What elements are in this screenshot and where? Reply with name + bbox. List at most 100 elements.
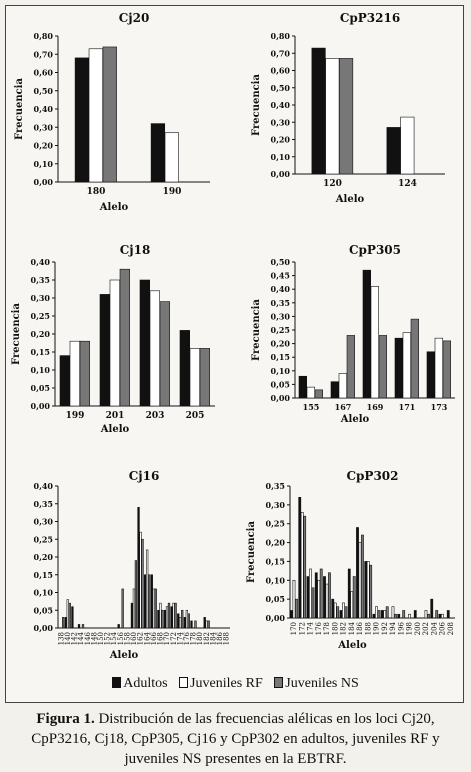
x-tick-label: 120 (323, 179, 342, 189)
x-tick-label: 166 (150, 631, 158, 645)
bar-adultos (183, 617, 187, 629)
y-tick-label: 0,50 (271, 257, 291, 267)
chart-title: CpP3216 (340, 11, 400, 25)
y-tick-label: 0,00 (266, 613, 286, 623)
x-tick-label: 170 (163, 632, 171, 645)
y-axis-label: Frecuencia (251, 299, 262, 361)
y-tick-label: 0,40 (31, 257, 51, 267)
x-tick-label: 142 (71, 632, 79, 645)
bar-juveniles-ns (336, 606, 340, 619)
x-tick-label: 200 (414, 622, 422, 635)
chart-title: Cj16 (129, 469, 160, 483)
bar-juveniles-rf (300, 512, 304, 619)
y-tick-label: 0,80 (34, 31, 54, 41)
y-axis-label: Frecuencia (251, 74, 262, 136)
x-tick-label: 176 (315, 621, 323, 635)
y-tick-label: 0,15 (266, 556, 285, 566)
bar-juveniles-rf (139, 531, 142, 629)
x-tick-label: 184 (348, 621, 356, 635)
x-tick-label: 198 (406, 622, 414, 635)
bar-adultos (323, 576, 326, 619)
y-tick-label: 0,10 (271, 366, 291, 376)
bar-juveniles-rf (434, 337, 443, 399)
x-tick-label: 188 (223, 632, 231, 645)
x-tick-label: 188 (364, 622, 372, 635)
y-tick-label: 0,30 (271, 311, 291, 321)
y-tick-label: 0,70 (271, 48, 291, 58)
x-tick-label: 155 (303, 402, 320, 412)
bar-adultos (446, 610, 450, 619)
bar-juveniles-rf (149, 290, 160, 407)
legend-swatch-juveniles-ns (274, 677, 284, 688)
chart-title: Cj18 (120, 243, 151, 257)
bar-juveniles-rf (172, 602, 175, 629)
bar-juveniles-rf (179, 617, 182, 629)
x-tick-label: 144 (77, 631, 85, 645)
bar-juveniles-rf (132, 588, 136, 629)
x-tick-label: 168 (157, 632, 165, 645)
y-tick-label: 0,80 (271, 31, 291, 41)
bar-juveniles-ns (442, 340, 451, 399)
y-tick-label: 0,50 (34, 86, 54, 96)
bar-adultos (150, 574, 153, 629)
legend-swatch-juveniles-rf (179, 677, 189, 688)
y-tick-label: 0,35 (271, 298, 290, 308)
bar-juveniles-ns (402, 610, 406, 619)
x-tick-label: 124 (398, 179, 417, 189)
bar-juveniles-rf (164, 132, 179, 183)
y-tick-label: 0,20 (271, 135, 291, 145)
x-axis-label: Alelo (335, 194, 365, 205)
x-tick-label: 203 (146, 411, 165, 421)
x-tick-label: 160 (130, 632, 138, 645)
bar-adultos (64, 617, 67, 629)
bar-juveniles-ns (161, 609, 164, 629)
x-tick-label: 154 (110, 631, 118, 645)
bar-juveniles-ns (102, 46, 117, 183)
bar-juveniles-ns (319, 568, 323, 619)
y-tick-label: 0,00 (271, 169, 291, 179)
x-tick-label: 171 (399, 402, 416, 412)
bar-adultos (397, 613, 401, 619)
bar-adultos (163, 609, 167, 629)
bar-adultos (298, 375, 307, 399)
y-tick-label: 0,20 (271, 339, 291, 349)
bar-juveniles-rf (66, 599, 69, 629)
bar-juveniles-ns (154, 588, 157, 629)
x-tick-label: 194 (389, 621, 397, 635)
x-tick-label: 140 (64, 632, 72, 645)
bar-adultos (190, 620, 193, 629)
y-tick-label: 0,10 (34, 588, 54, 598)
legend-label-juveniles-ns: Juveniles NS (285, 676, 359, 691)
bar-juveniles-ns (385, 606, 389, 619)
x-tick-label: 180 (331, 622, 339, 635)
y-tick-label: 0,20 (34, 141, 54, 151)
bar-adultos (380, 610, 384, 619)
bar-juveniles-ns (81, 624, 85, 629)
bar-juveniles-rf (375, 606, 378, 619)
bar-juveniles-ns (207, 620, 210, 629)
bar-adultos (306, 576, 310, 619)
bar-adultos (364, 561, 368, 619)
x-tick-label: 190 (163, 187, 182, 197)
bar-juveniles-rf (325, 58, 340, 175)
bar-juveniles-rf (185, 609, 188, 629)
bar-adultos (117, 624, 120, 629)
y-tick-label: 0,60 (271, 66, 291, 76)
bar-juveniles-rf (333, 602, 337, 619)
bar-juveniles-rf (69, 340, 80, 407)
bar-adultos (362, 269, 371, 399)
bar-juveniles-ns (199, 348, 210, 407)
bar-juveniles-rf (159, 602, 162, 629)
bar-juveniles-ns (303, 515, 307, 619)
y-tick-label: 0,00 (34, 177, 54, 187)
x-tick-label: 150 (97, 632, 105, 645)
chart-cj20: Cj20 0,00 0,10 0,20 0,30 0,40 0,50 0,60 0,70 0,80… (14, 11, 210, 213)
chart-cj18: Cj18 0,00 0,05 0,10 0,15 0,20 0,25 0,30 0,35 0,40… (11, 243, 215, 435)
bar-adultos (314, 572, 318, 619)
bar-juveniles-rf (391, 606, 395, 619)
x-tick-label: 184 (209, 631, 217, 645)
x-tick-label: 190 (373, 622, 381, 635)
bar-adultos (311, 47, 326, 175)
bar-adultos (386, 127, 401, 175)
x-tick-label: 182 (340, 622, 348, 635)
